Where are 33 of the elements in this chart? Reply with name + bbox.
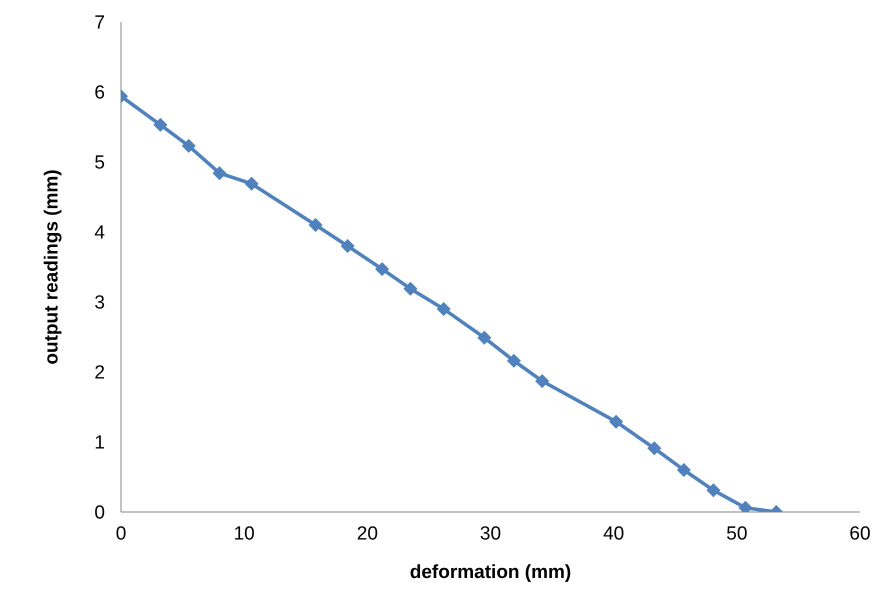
y-tick-label: 0 (94, 502, 105, 524)
point (706, 483, 720, 498)
point (535, 374, 550, 388)
x-tick-label: 10 (234, 523, 255, 544)
point (609, 414, 624, 429)
y-tick-label: 7 (94, 12, 105, 34)
x-tick-label: 40 (603, 523, 624, 544)
y-axis-title: output readings (mm) (42, 169, 63, 365)
y-tick-label: 6 (94, 82, 105, 104)
x-axis-title: deformation (mm) (410, 562, 572, 583)
x-tick-label: 30 (480, 523, 502, 544)
x-tick-label: 0 (116, 523, 126, 544)
y-tick-label: 2 (94, 362, 105, 384)
y-tick-label: 1 (94, 432, 105, 454)
x-tick-label: 60 (849, 523, 871, 544)
point (477, 330, 492, 345)
point (375, 262, 390, 276)
point (506, 354, 521, 368)
point (676, 463, 691, 477)
y-tick-label: 5 (94, 152, 105, 174)
point (182, 138, 196, 153)
point (340, 239, 355, 253)
x-tick-label: 50 (726, 523, 748, 544)
point (212, 166, 227, 180)
point (308, 218, 323, 232)
y-tick-label: 4 (94, 222, 106, 244)
point (436, 302, 451, 316)
point (153, 118, 168, 132)
point (244, 176, 259, 191)
y-tick-label: 3 (94, 292, 105, 314)
point (647, 441, 662, 456)
point (403, 282, 418, 296)
x-tick-label: 20 (356, 523, 378, 544)
